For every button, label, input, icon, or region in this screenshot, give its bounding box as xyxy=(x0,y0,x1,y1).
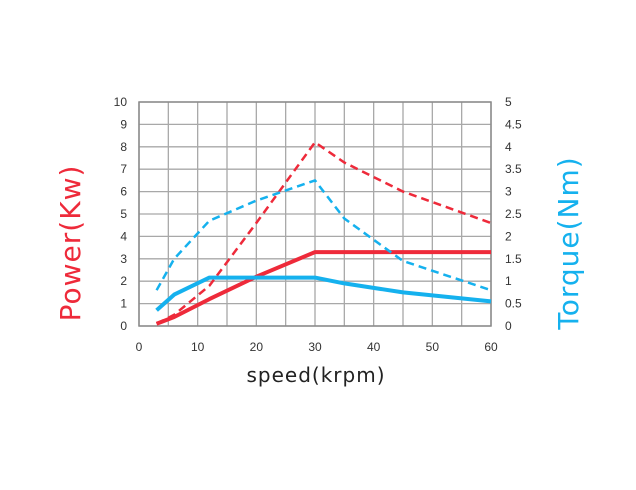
y-right-tick-label: 4.5 xyxy=(505,117,522,131)
y-left-tick-label: 2 xyxy=(120,274,127,288)
plot-border xyxy=(138,101,492,327)
y-right-tick-label: 0.5 xyxy=(505,297,522,311)
y-left-tick-label: 0 xyxy=(120,319,127,333)
x-tick-label: 10 xyxy=(191,340,205,354)
y-right-tick-label: 5 xyxy=(505,95,512,109)
tick-labels: 0 10 20 30 40 50 60 0 1 2 3 4 5 6 7 8 9 10 0 0.5 1 1.5 2 2.5 3 3.… xyxy=(114,95,522,354)
x-tick-label: 20 xyxy=(250,340,264,354)
power-dashed-line xyxy=(156,141,492,325)
y-right-tick-label: 3 xyxy=(505,185,512,199)
torque-dashed-line xyxy=(155,179,492,292)
x-tick-label: 0 xyxy=(136,340,143,354)
y-left-tick-label: 10 xyxy=(114,95,128,109)
x-tick-label: 40 xyxy=(367,340,381,354)
y-left-tick-label: 6 xyxy=(120,185,127,199)
power-solid-line xyxy=(155,250,491,326)
series-layer xyxy=(155,141,492,326)
x-axis-label: speed(krpm) xyxy=(246,363,385,387)
y-right-tick-label: 2.5 xyxy=(505,207,522,221)
y-left-tick-label: 3 xyxy=(120,252,127,266)
y-left-tick-label: 1 xyxy=(120,297,127,311)
right-axis-label: Torque(Nm) xyxy=(552,156,585,330)
y-right-tick-label: 1.5 xyxy=(505,252,522,266)
y-right-tick-label: 1 xyxy=(505,274,512,288)
x-tick-label: 60 xyxy=(484,340,498,354)
y-right-tick-label: 3.5 xyxy=(505,162,522,176)
grid xyxy=(138,101,492,327)
y-left-tick-label: 4 xyxy=(120,229,127,243)
y-right-tick-label: 0 xyxy=(505,319,512,333)
y-left-tick-label: 5 xyxy=(120,207,127,221)
y-right-tick-label: 4 xyxy=(505,140,512,154)
x-tick-label: 50 xyxy=(426,340,440,354)
y-left-tick-label: 9 xyxy=(120,117,127,131)
y-right-tick-label: 2 xyxy=(505,229,512,243)
y-left-tick-label: 8 xyxy=(120,140,127,154)
x-tick-label: 30 xyxy=(308,340,322,354)
torque-solid-line xyxy=(155,275,492,312)
left-axis-label: Power(Kw) xyxy=(54,165,87,322)
y-left-tick-label: 7 xyxy=(120,162,127,176)
